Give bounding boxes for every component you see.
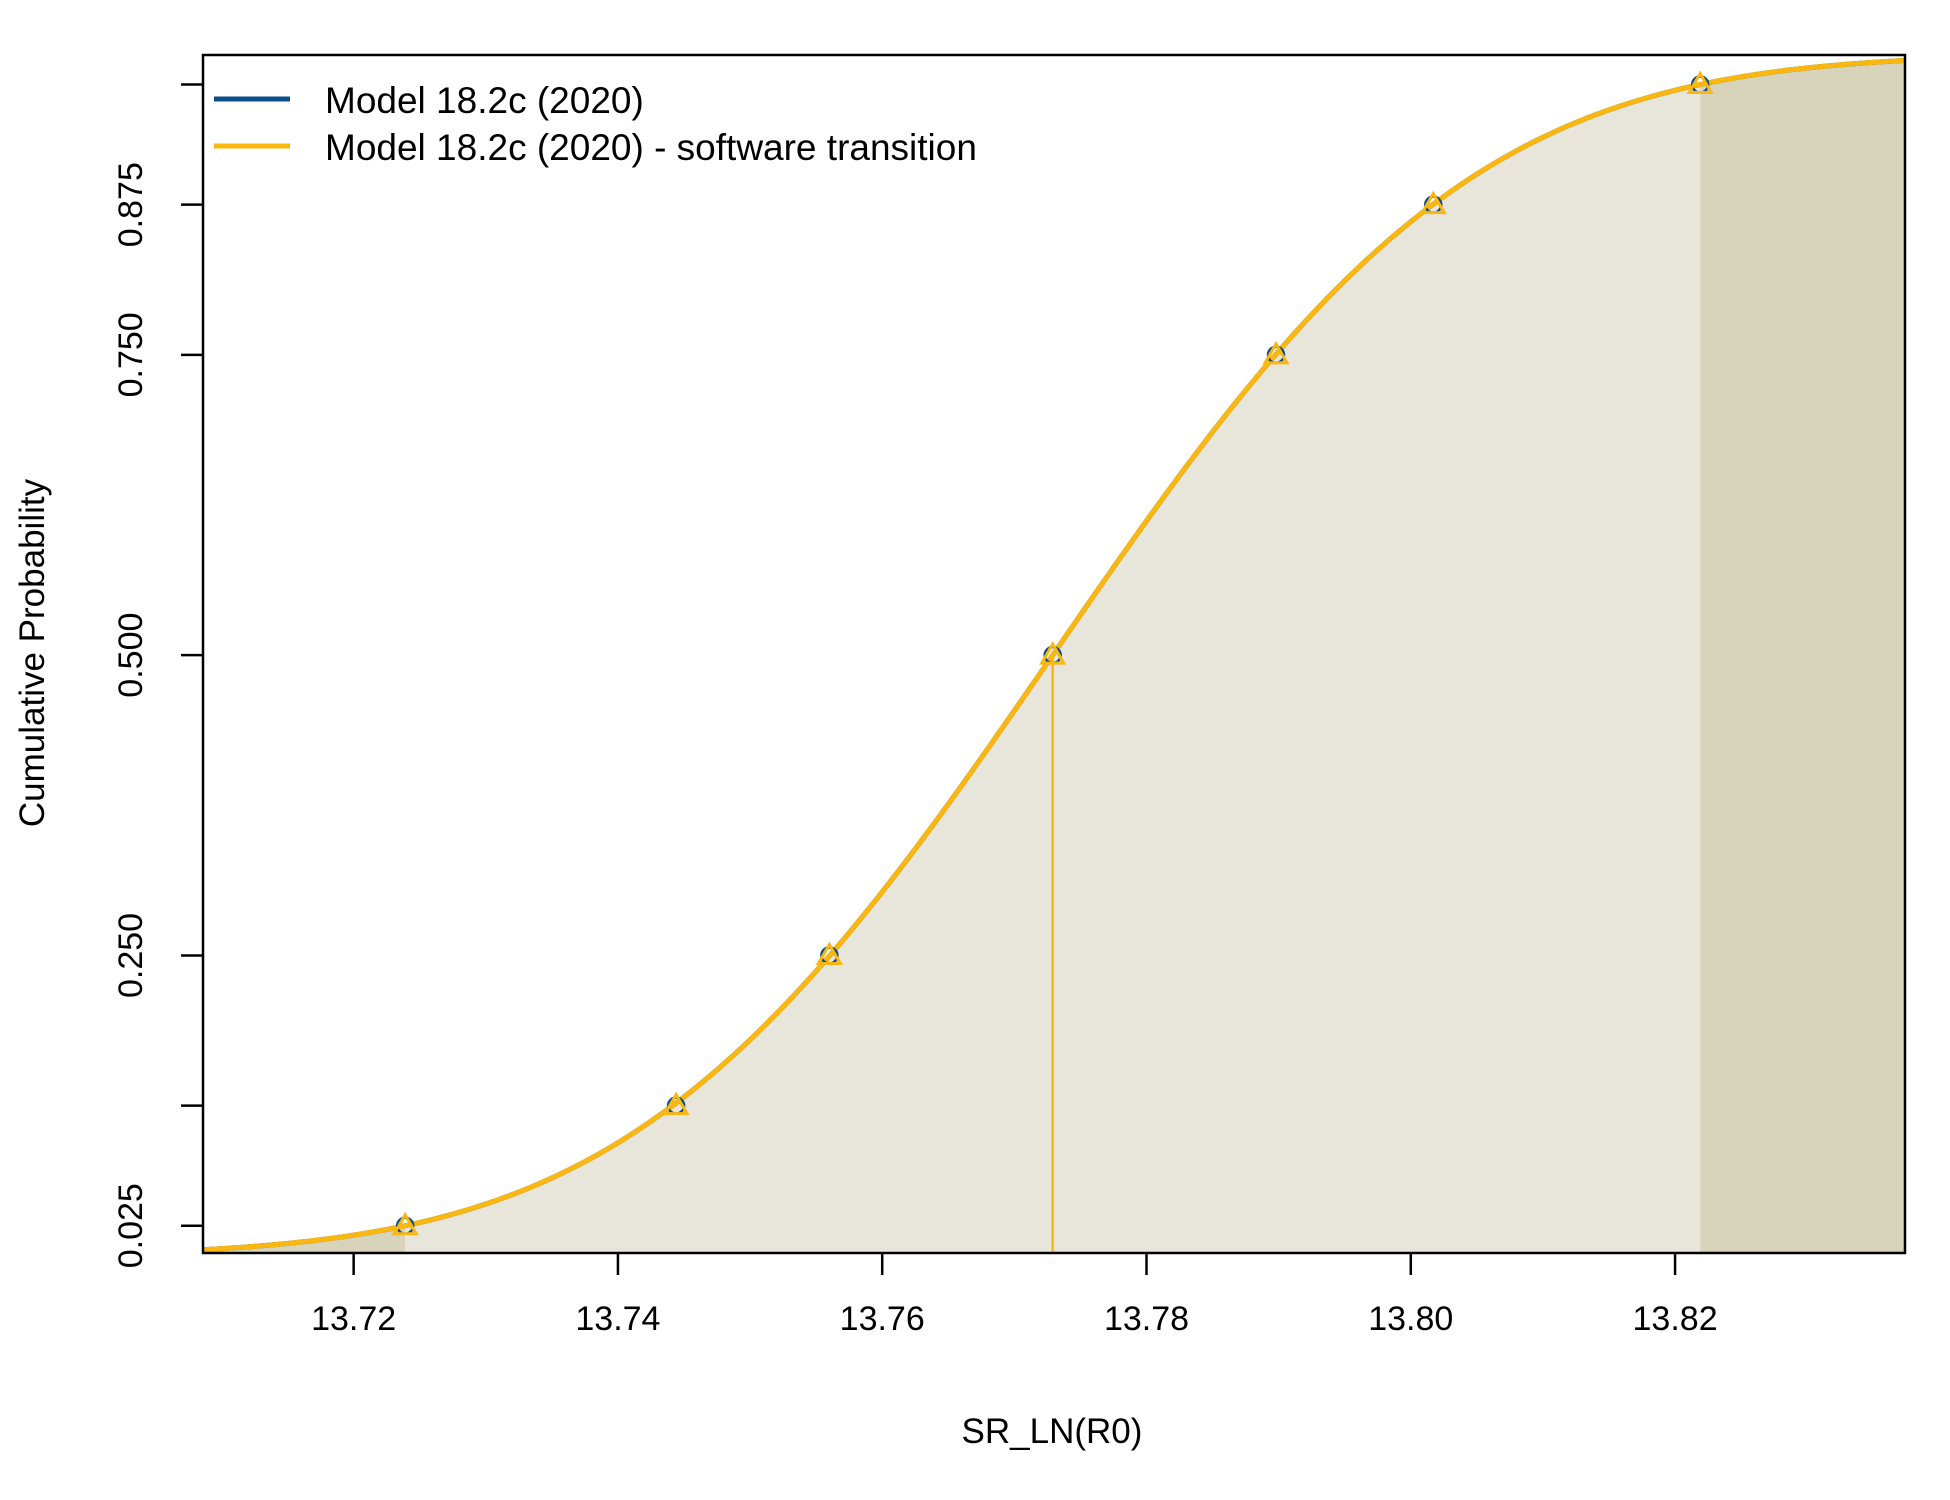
triangle-marker-7 [1686,70,1714,95]
legend: Model 18.2c (2020) Model 18.2c (2020) - … [214,80,977,168]
x-axis: 13.72 13.74 13.76 13.78 13.80 13.82 [311,1253,1718,1338]
y-tick-label: 0.250 [112,913,150,998]
lower-tail-area [203,1225,406,1253]
triangle-marker-4 [1039,641,1067,665]
y-axis: 0.025 0.250 0.500 0.750 0.875 [112,83,203,1268]
y-tick-label: 0.750 [112,312,150,397]
upper-tail-area [1700,60,1905,1254]
y-tick-label: 0.875 [112,162,150,247]
triangle-marker-1 [391,1211,419,1236]
x-tick-label: 13.80 [1368,1300,1453,1338]
triangle-marker-5 [1262,340,1290,365]
y-tick-label: 0.025 [112,1183,150,1268]
x-tick-label: 13.72 [311,1300,396,1338]
x-tick-label: 13.74 [575,1300,660,1338]
legend-label-series-2: Model 18.2c (2020) - software transition [325,127,977,168]
x-tick-label: 13.78 [1104,1300,1189,1338]
x-axis-title: SR_LN(R0) [962,1412,1143,1451]
triangle-marker-2 [662,1091,690,1116]
y-axis-title: Cumulative Probability [13,478,52,827]
series-lines [202,57,1906,1253]
triangle-marker-6 [1419,190,1447,215]
x-tick-label: 13.76 [840,1300,925,1338]
legend-label-series-1: Model 18.2c (2020) [325,80,644,121]
x-tick-label: 13.82 [1633,1300,1718,1338]
series-markers [391,70,1714,1236]
series-line-2 [202,57,1906,1253]
y-tick-label: 0.500 [112,613,150,698]
triangle-marker-3 [815,941,843,965]
